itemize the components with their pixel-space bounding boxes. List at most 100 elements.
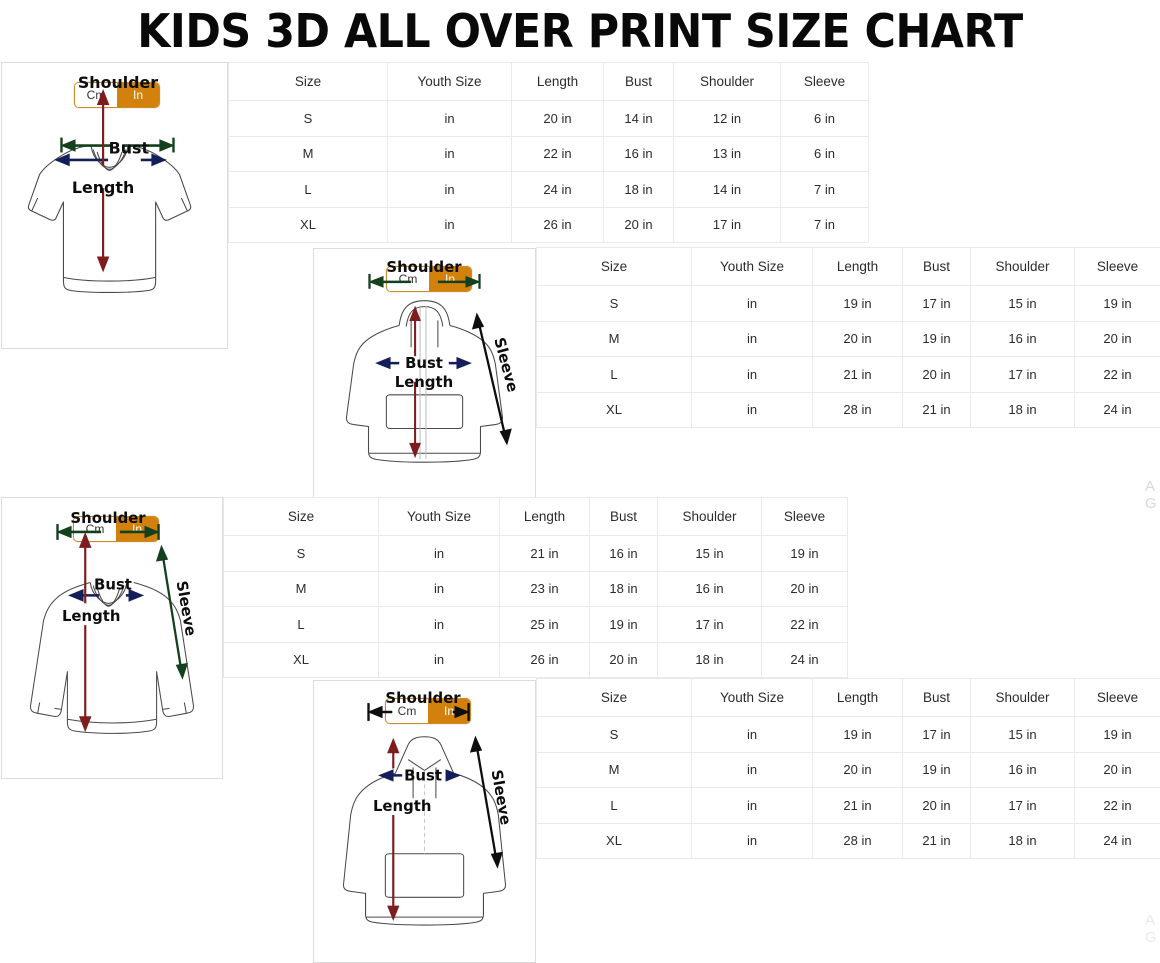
col-sleeve: Sleeve	[1074, 678, 1160, 717]
col-size: Size	[536, 247, 692, 286]
cell-length: 20 in	[812, 320, 903, 357]
cell-length: 20 in	[511, 100, 604, 137]
cell-shoulder: 16 in	[657, 570, 762, 607]
cell-youth: in	[691, 822, 813, 859]
cell-youth: in	[691, 356, 813, 393]
cell-sleeve: 20 in	[761, 570, 848, 607]
cell-sleeve: 22 in	[1074, 356, 1160, 393]
watermark-bottom: A G	[1145, 912, 1157, 946]
table-header-row: Size Youth Size Length Bust Shoulder Sle…	[223, 497, 848, 536]
size-table-long-sleeve-tee: Size Youth Size Length Bust Shoulder Sle…	[223, 497, 848, 678]
table-row: XL in 28 in 21 in 18 in 24 in	[536, 391, 1160, 428]
garment-card-long-sleeve-tee: Cm In	[1, 497, 223, 779]
cell-youth: in	[378, 535, 500, 572]
garment-card-pullover-hoodie: Cm In	[313, 680, 536, 963]
cell-length: 22 in	[511, 135, 604, 172]
cell-bust: 14 in	[603, 100, 674, 137]
unit-toggle-in[interactable]: In	[116, 517, 158, 541]
garment-card-tshirt: Cm In	[1, 62, 228, 349]
cell-sleeve: 22 in	[1074, 787, 1160, 824]
cell-youth: in	[387, 135, 512, 172]
unit-toggle-cm[interactable]: Cm	[386, 699, 428, 723]
sleeve-label: Sleeve	[173, 579, 200, 637]
cell-length: 25 in	[499, 606, 590, 643]
unit-toggle-zip-hoodie[interactable]: Cm In	[386, 266, 472, 292]
col-sleeve: Sleeve	[761, 497, 848, 536]
cell-length: 20 in	[812, 751, 903, 788]
garment-card-zip-hoodie: Cm In	[313, 248, 536, 501]
table-row: S in 19 in 17 in 15 in 19 in	[536, 285, 1160, 322]
watermark-top: A G	[1145, 478, 1157, 512]
size-table-pullover-hoodie: Size Youth Size Length Bust Shoulder Sle…	[536, 678, 1160, 859]
cell-youth: in	[691, 285, 813, 322]
table-row: XL in 26 in 20 in 18 in 24 in	[223, 641, 848, 678]
cell-bust: 19 in	[902, 320, 971, 357]
cell-size: L	[223, 606, 379, 643]
unit-toggle-cm[interactable]: Cm	[387, 267, 429, 291]
col-sleeve: Sleeve	[780, 62, 869, 101]
col-shoulder: Shoulder	[970, 247, 1075, 286]
pullover-hoodie-diagram: Shoulder Bust Length Sleeve	[342, 689, 515, 926]
cell-shoulder: 12 in	[673, 100, 781, 137]
length-label: Length	[62, 607, 120, 625]
cell-bust: 18 in	[603, 171, 674, 208]
shoulder-label: Shoulder	[78, 73, 158, 92]
col-size: Size	[536, 678, 692, 717]
cell-sleeve: 24 in	[1074, 822, 1160, 859]
cell-shoulder: 15 in	[657, 535, 762, 572]
cell-size: L	[536, 356, 692, 393]
col-shoulder: Shoulder	[673, 62, 781, 101]
cell-size: M	[536, 751, 692, 788]
cell-shoulder: 17 in	[970, 787, 1075, 824]
cell-shoulder: 15 in	[970, 716, 1075, 753]
cell-sleeve: 22 in	[761, 606, 848, 643]
col-size: Size	[223, 497, 379, 536]
col-bust: Bust	[589, 497, 658, 536]
unit-toggle-pullover-hoodie[interactable]: Cm In	[385, 698, 471, 724]
cell-youth: in	[691, 787, 813, 824]
col-size: Size	[228, 62, 388, 101]
cell-sleeve: 6 in	[780, 100, 869, 137]
unit-toggle-in[interactable]: In	[428, 699, 470, 723]
cell-size: XL	[223, 641, 379, 678]
col-length: Length	[812, 678, 903, 717]
cell-length: 28 in	[812, 822, 903, 859]
cell-length: 26 in	[511, 206, 604, 243]
bust-label: Bust	[94, 575, 132, 593]
tshirt-diagram: Shoulder Bust Length	[27, 73, 192, 293]
cell-length: 24 in	[511, 171, 604, 208]
col-youth-size: Youth Size	[691, 247, 813, 286]
cell-bust: 20 in	[589, 641, 658, 678]
cell-sleeve: 19 in	[1074, 716, 1160, 753]
cell-bust: 20 in	[603, 206, 674, 243]
unit-toggle-tshirt[interactable]: Cm In	[74, 82, 160, 108]
cell-size: XL	[536, 822, 692, 859]
watermark-line-1: A	[1145, 478, 1156, 495]
cell-length: 28 in	[812, 391, 903, 428]
table-row: L in 25 in 19 in 17 in 22 in	[223, 606, 848, 643]
col-sleeve: Sleeve	[1074, 247, 1160, 286]
length-label: Length	[373, 797, 431, 815]
cell-sleeve: 19 in	[1074, 285, 1160, 322]
watermark-line-2: G	[1145, 929, 1157, 946]
cell-shoulder: 17 in	[970, 356, 1075, 393]
cell-bust: 17 in	[902, 716, 971, 753]
cell-sleeve: 6 in	[780, 135, 869, 172]
cell-bust: 20 in	[902, 787, 971, 824]
cell-size: XL	[228, 206, 388, 243]
cell-length: 21 in	[499, 535, 590, 572]
cell-youth: in	[378, 641, 500, 678]
cell-shoulder: 17 in	[657, 606, 762, 643]
cell-length: 21 in	[812, 356, 903, 393]
bust-label: Bust	[405, 354, 443, 372]
unit-toggle-in[interactable]: In	[117, 83, 159, 107]
col-bust: Bust	[902, 678, 971, 717]
table-row: M in 20 in 19 in 16 in 20 in	[536, 320, 1160, 357]
col-shoulder: Shoulder	[970, 678, 1075, 717]
cell-shoulder: 14 in	[673, 171, 781, 208]
cell-youth: in	[691, 751, 813, 788]
table-row: L in 24 in 18 in 14 in 7 in	[228, 171, 869, 208]
cell-size: M	[536, 320, 692, 357]
unit-toggle-in[interactable]: In	[429, 267, 471, 291]
